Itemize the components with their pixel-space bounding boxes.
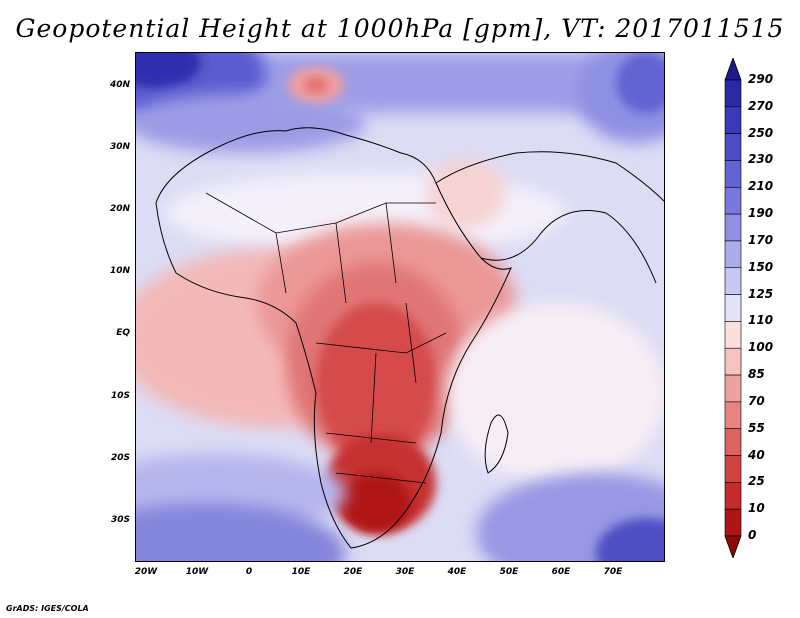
colorbar-level-label: 270 [748,98,774,113]
map-plot-area [135,52,665,562]
colorbar-swatch [724,267,742,295]
colorbar-swatch [724,133,742,161]
colorbar-level-label: 230 [748,152,774,167]
colorbar-swatch [724,186,742,215]
lat-label-20n: 20N [109,204,130,214]
lon-label-60e: 60E [551,567,571,577]
lat-label-10s: 10S [110,391,130,401]
colorbar-level-label: 25 [748,474,765,489]
colorbar-level-label: 210 [748,179,774,194]
lon-label-50e: 50E [499,567,519,577]
colorbar-level-label: 290 [748,72,774,86]
colorbar-swatch [724,240,742,269]
colorbar-swatch [724,508,742,537]
lat-label-30s: 30S [110,515,130,525]
colorbar-level-label: 40 [748,447,765,462]
lat-label-40n: 40N [109,80,130,90]
colorbar-level-label: 10 [748,501,765,516]
lat-label-10n: 10N [109,266,130,276]
colorbar-swatch [724,374,742,403]
colorbar-swatch [724,79,742,108]
colorbar-level-label: 170 [748,232,774,247]
lat-label-30n: 30N [109,142,130,152]
colorbar-swatch [724,321,742,349]
colorbar-swatch [724,482,742,510]
colorbar [724,58,742,558]
lon-label-20w: 20W [134,567,158,577]
colorbar-level-label: 250 [748,125,774,140]
colorbar-level-label: 100 [748,340,774,355]
lon-label-30e: 30E [395,567,415,577]
colorbar-swatch [724,106,742,134]
colorbar-swatch [724,455,742,483]
africa-coastline [155,127,512,549]
lon-label-40e: 40E [447,567,467,577]
colorbar-level-label: 125 [748,286,774,301]
colorbar-swatch [724,160,742,188]
colorbar-level-label: 70 [748,393,765,408]
madagascar-outline [484,414,509,474]
height-field-map [136,53,664,561]
colorbar-swatch [724,347,742,376]
lon-label-20e: 20E [343,567,363,577]
colorbar-swatch [724,213,742,242]
colorbar-level-label: 55 [748,420,765,435]
chart-title: Geopotential Height at 1000hPa [gpm], VT… [15,14,785,43]
lat-label-20s: 20S [110,453,130,463]
colorbar-swatch [724,294,742,322]
colorbar-level-label: 0 [748,528,757,542]
lat-label-eq: EQ [116,328,130,338]
colorbar-level-label: 150 [748,259,774,274]
lon-label-70e: 70E [603,567,623,577]
lon-label-0: 0 [245,567,253,577]
colorbar-bottom-arrow [724,535,742,558]
colorbar-swatch [724,428,742,456]
lon-label-10e: 10E [291,567,311,577]
colorbar-level-label: 85 [748,367,765,382]
credit-text: GrADS: IGES/COLA [6,604,89,613]
lon-label-10w: 10W [185,567,209,577]
colorbar-level-label: 190 [748,206,774,221]
colorbar-swatch [724,401,742,430]
colorbar-level-label: 110 [748,313,774,328]
colorbar-top-arrow [724,58,742,81]
